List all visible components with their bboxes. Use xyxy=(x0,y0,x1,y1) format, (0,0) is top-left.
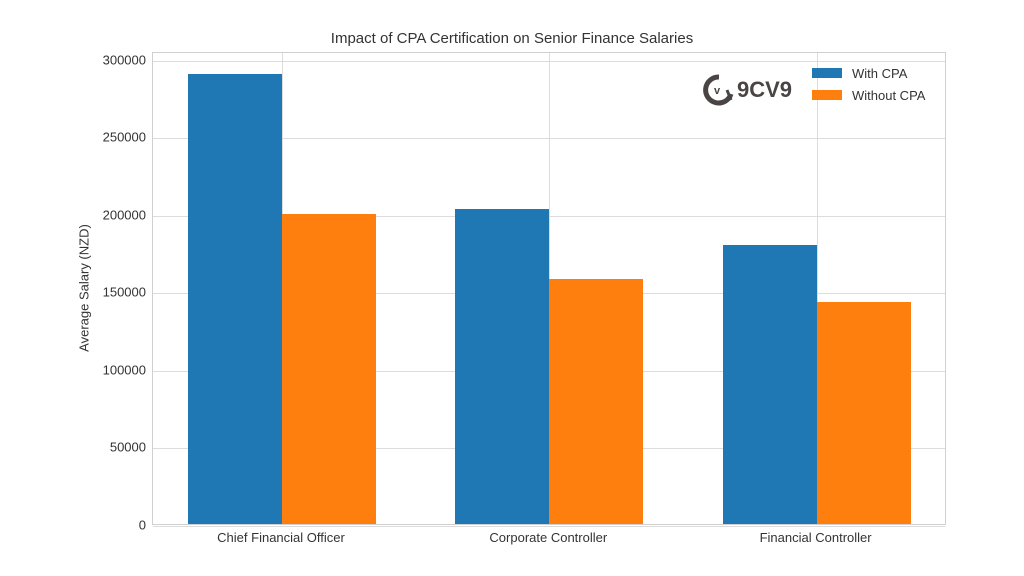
y-tick-label: 100000 xyxy=(102,362,146,378)
plot-area xyxy=(152,52,946,527)
legend-label: With CPA xyxy=(852,65,908,81)
y-tick-label: 50000 xyxy=(109,439,146,455)
legend-item-without-cpa: Without CPA xyxy=(812,84,925,106)
legend-item-with-cpa: With CPA xyxy=(812,62,925,84)
gridline-horizontal xyxy=(153,138,945,140)
logo-icon: v xyxy=(703,74,734,106)
y-axis-label: Average Salary (NZD) xyxy=(76,224,92,352)
bar-without-cpa xyxy=(282,213,376,524)
y-tick-label: 300000 xyxy=(102,52,146,68)
watermark-logo: v 9CV9 xyxy=(703,74,792,106)
x-tick-label: Chief Financial Officer xyxy=(217,530,345,545)
gridline-horizontal xyxy=(153,60,945,62)
x-tick-label: Financial Controller xyxy=(759,530,872,545)
gridline-vertical xyxy=(816,53,818,524)
legend-swatch xyxy=(812,68,842,78)
y-tick-label: 250000 xyxy=(102,129,146,145)
x-tick-label: Corporate Controller xyxy=(489,530,608,545)
bar-with-cpa xyxy=(722,244,817,524)
logo-text: 9CV9 xyxy=(737,77,793,102)
y-tick-label: 0 xyxy=(138,517,146,533)
legend-label: Without CPA xyxy=(852,87,926,103)
chart-title: Impact of CPA Certification on Senior Fi… xyxy=(330,30,694,47)
bar-with-cpa xyxy=(188,74,282,524)
y-tick-label: 150000 xyxy=(102,284,146,300)
bar-without-cpa xyxy=(816,302,911,524)
legend: With CPA Without CPA xyxy=(812,62,925,106)
legend-swatch xyxy=(812,90,842,100)
bar-without-cpa xyxy=(549,278,644,524)
bar-with-cpa xyxy=(455,209,550,524)
y-tick-label: 200000 xyxy=(102,207,146,223)
gridline-horizontal xyxy=(153,526,945,527)
svg-text:v: v xyxy=(714,85,721,97)
